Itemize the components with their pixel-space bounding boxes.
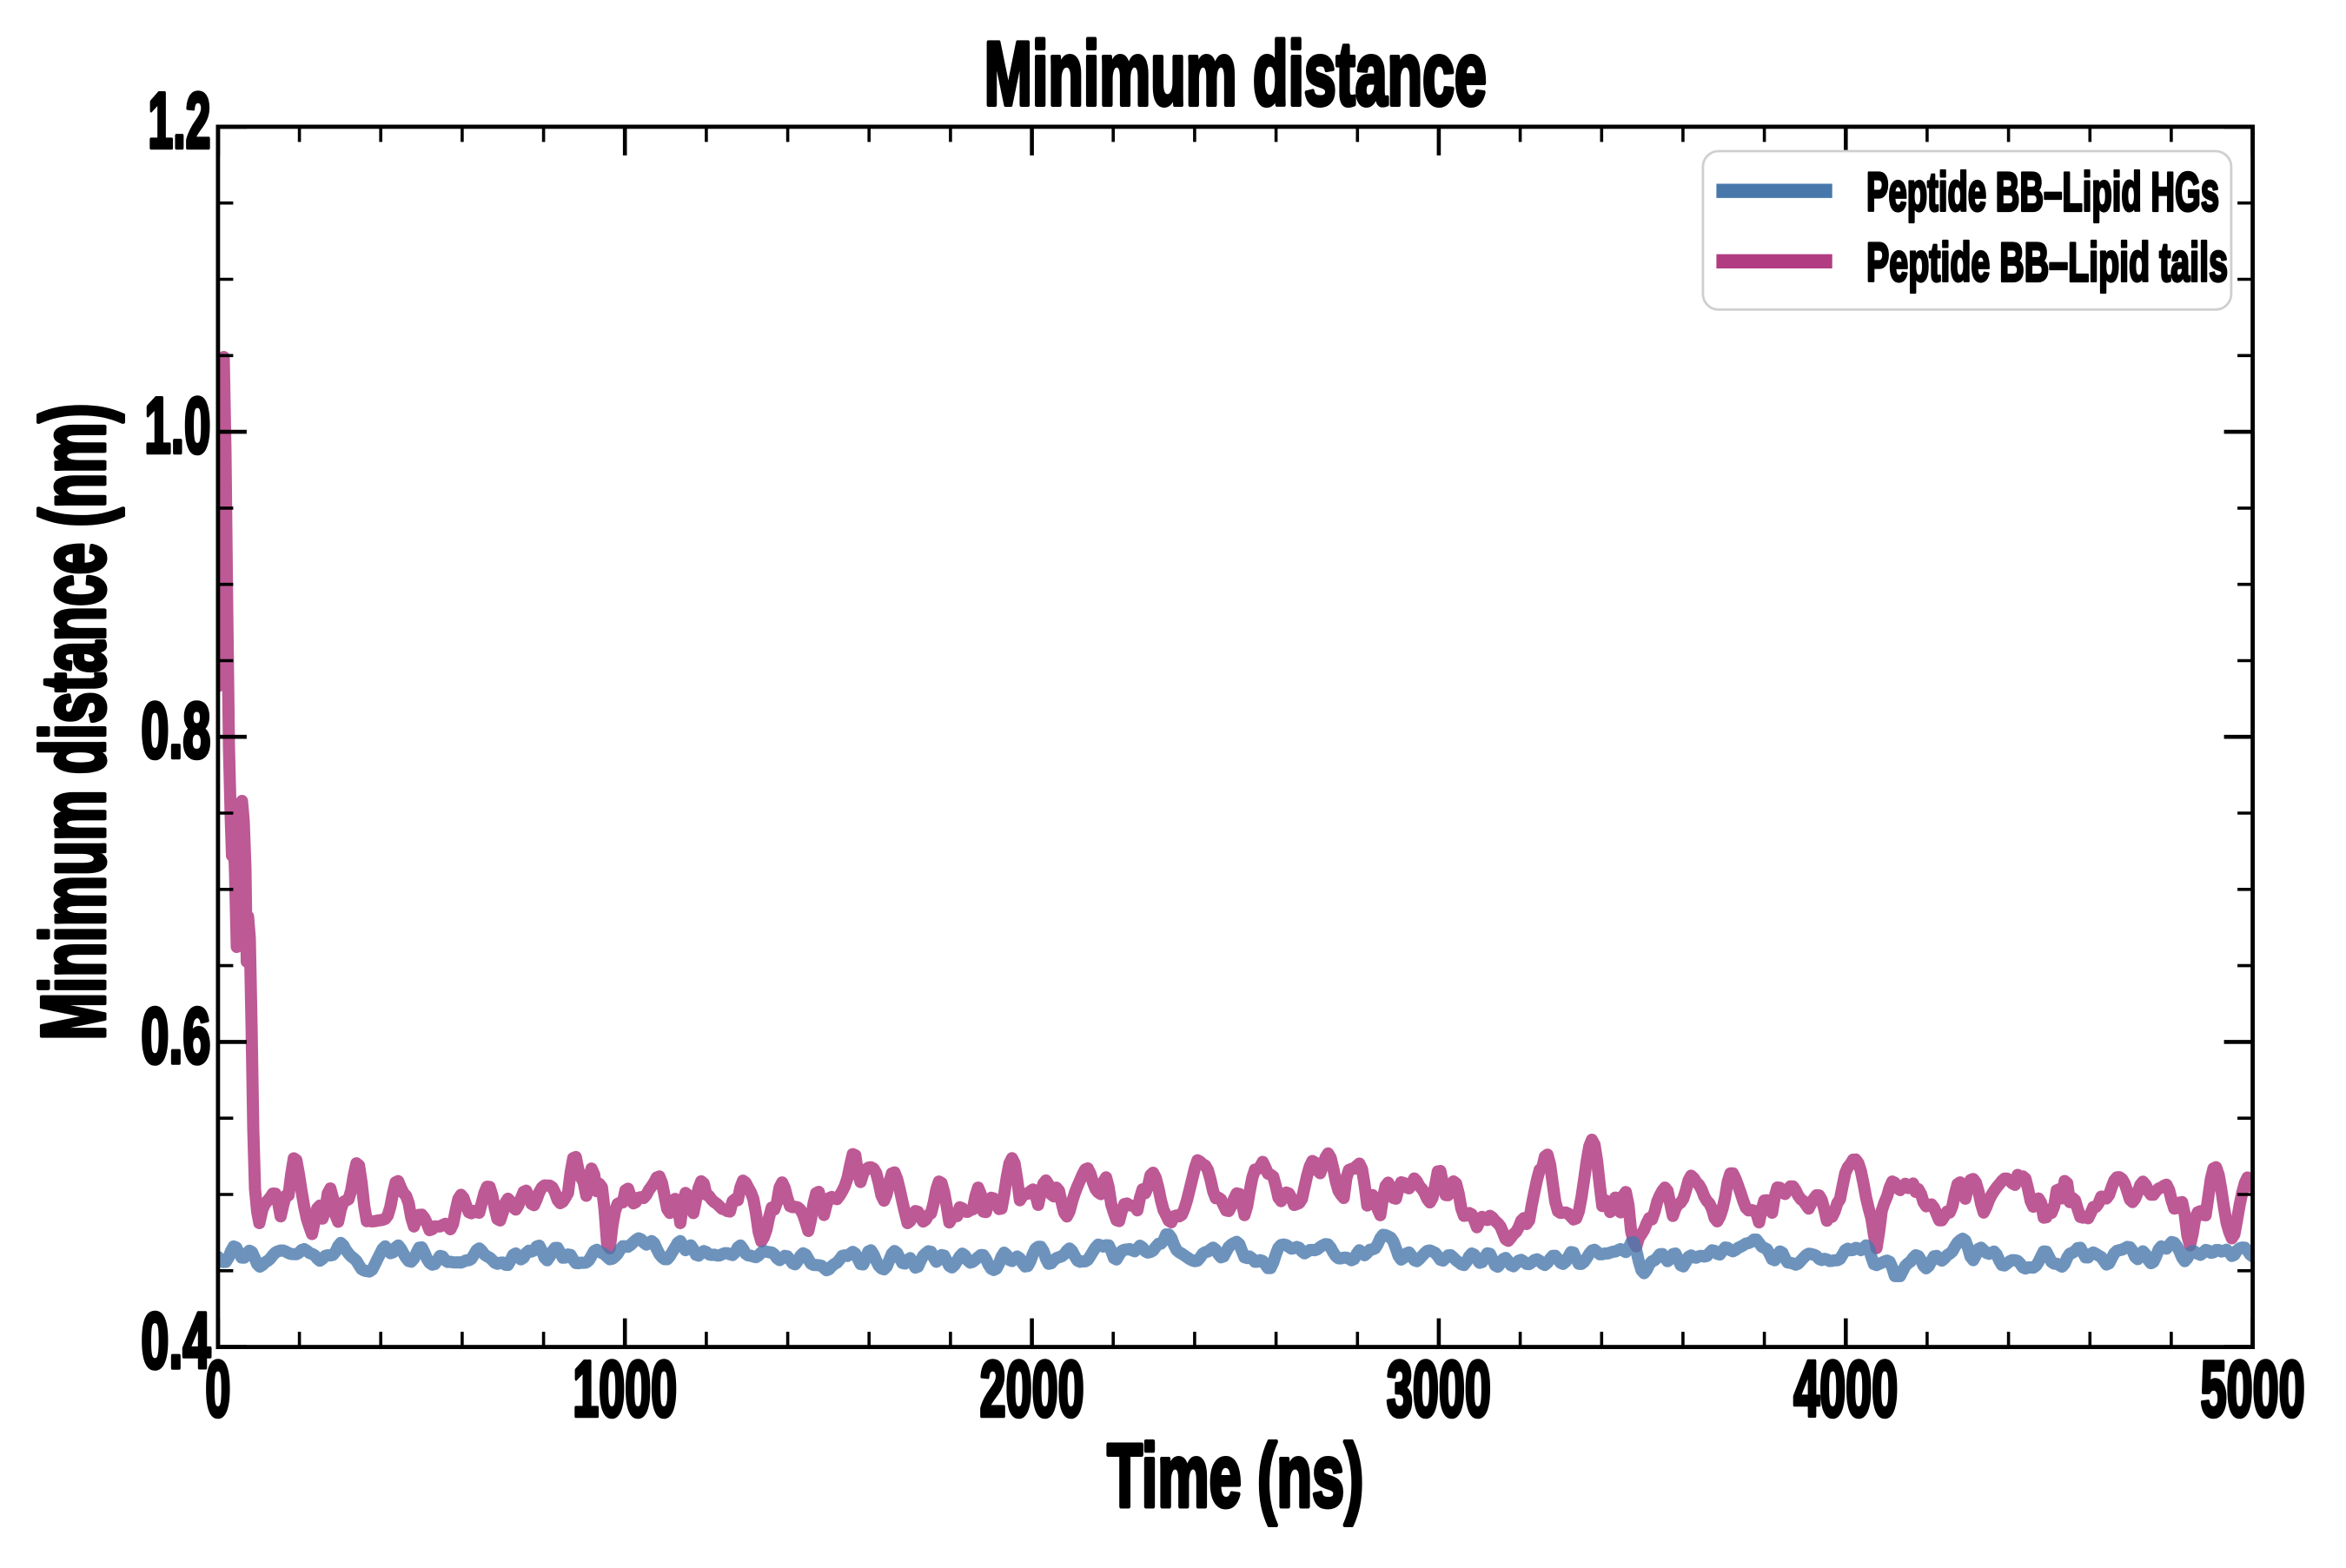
svg-text:Peptide BB–Lipid HGs: Peptide BB–Lipid HGs bbox=[1866, 162, 2219, 222]
svg-text:0.4: 0.4 bbox=[141, 1298, 210, 1386]
svg-text:5000: 5000 bbox=[2201, 1346, 2305, 1433]
svg-text:Peptide BB–Lipid tails: Peptide BB–Lipid tails bbox=[1866, 232, 2228, 293]
svg-text:1.0: 1.0 bbox=[144, 382, 210, 470]
svg-text:2000: 2000 bbox=[980, 1346, 1084, 1433]
svg-text:0.8: 0.8 bbox=[141, 687, 210, 775]
svg-text:0: 0 bbox=[205, 1346, 230, 1433]
svg-text:1.2: 1.2 bbox=[148, 77, 210, 165]
svg-text:0.6: 0.6 bbox=[141, 992, 210, 1080]
svg-text:4000: 4000 bbox=[1793, 1346, 1898, 1433]
svg-text:Minimum distance (nm): Minimum distance (nm) bbox=[23, 404, 124, 1041]
svg-text:Minimum distance: Minimum distance bbox=[984, 24, 1487, 125]
svg-text:3000: 3000 bbox=[1387, 1346, 1491, 1433]
svg-text:1000: 1000 bbox=[573, 1346, 677, 1433]
svg-text:Time (ns): Time (ns) bbox=[1107, 1426, 1363, 1525]
